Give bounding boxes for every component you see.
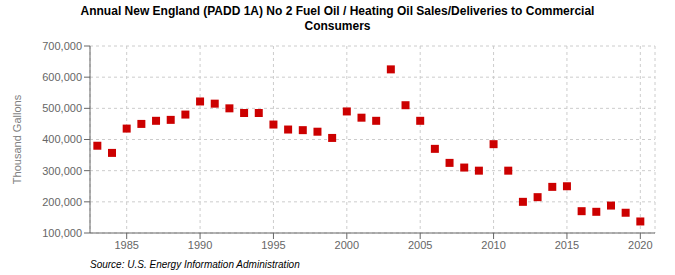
html-text:Annual New England (PADD 1A) N: Annual New England (PADD 1A) No 2 Fuel O…: [80, 4, 595, 18]
html-text:Source: U.S. Energy Informatio: Source: U.S. Energy Information Administ…: [90, 259, 300, 270]
svg-text:Thousand Gallons: Thousand Gallons: [11, 94, 23, 184]
svg-text:500,000: 500,000: [42, 102, 82, 114]
svg-text:1990: 1990: [188, 239, 212, 251]
svg-text:600,000: 600,000: [42, 71, 82, 83]
svg-text:1995: 1995: [261, 239, 285, 251]
svg-text:300,000: 300,000: [42, 165, 82, 177]
svg-text:400,000: 400,000: [42, 133, 82, 145]
svg-text:2010: 2010: [481, 239, 505, 251]
svg-text:200,000: 200,000: [42, 196, 82, 208]
html-text:Consumers: Consumers: [304, 19, 371, 33]
svg-text:2000: 2000: [335, 239, 359, 251]
svg-text:2020: 2020: [628, 239, 652, 251]
svg-text:2005: 2005: [408, 239, 432, 251]
svg-text:100,000: 100,000: [42, 227, 82, 239]
svg-text:1985: 1985: [114, 239, 138, 251]
svg-text:700,000: 700,000: [42, 40, 82, 52]
svg-text:2015: 2015: [555, 239, 579, 251]
